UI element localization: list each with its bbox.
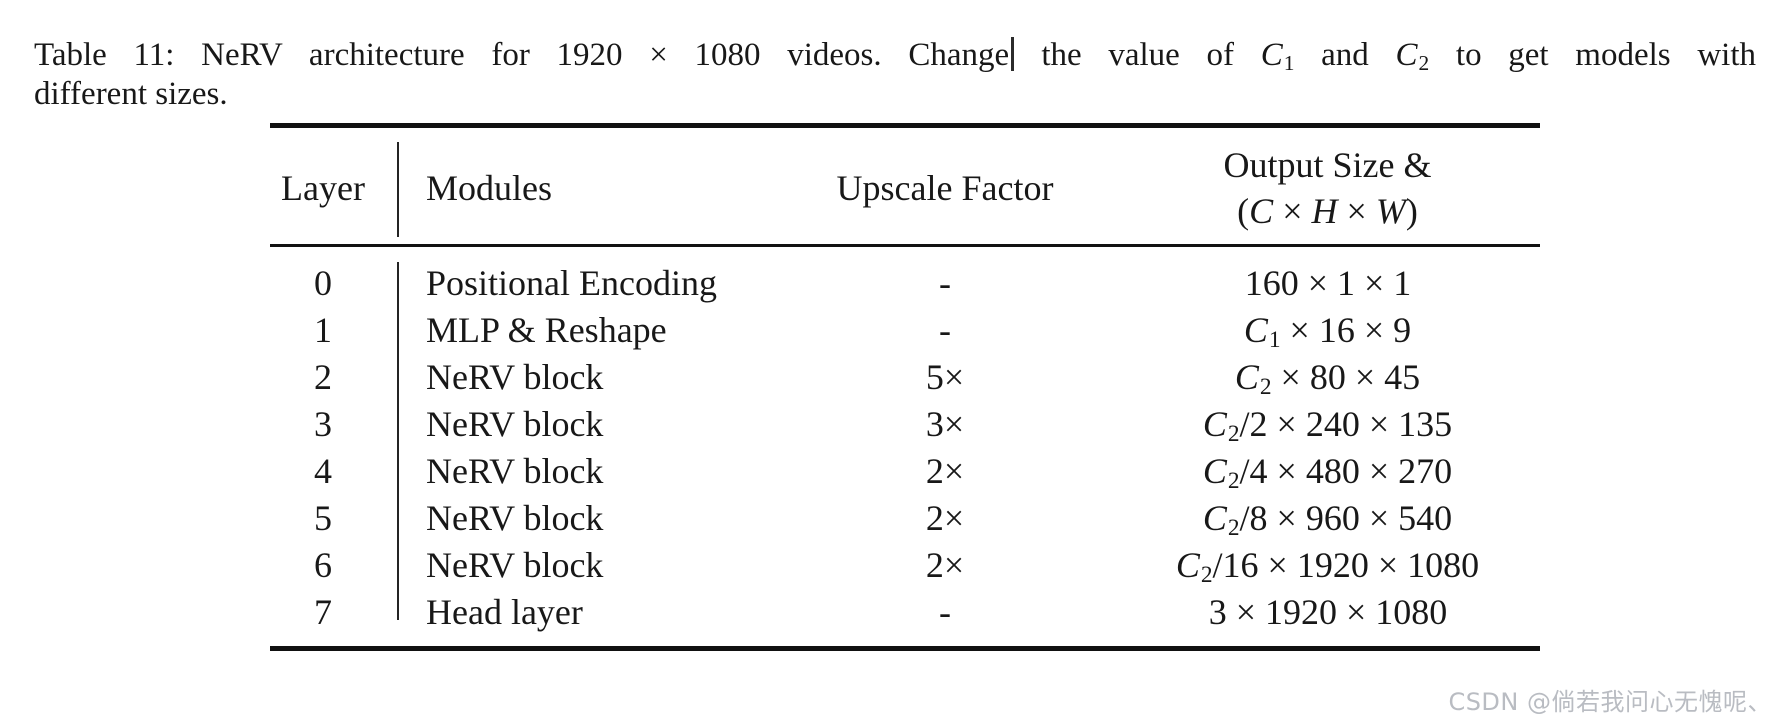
cell-layer: 5: [314, 497, 332, 538]
cell-layer: 3: [314, 403, 332, 444]
cell-module: NeRV block: [426, 403, 604, 444]
header-modules: Modules: [426, 168, 552, 208]
cell-upscale: 2×: [925, 450, 965, 491]
cell-layer: 2: [314, 356, 332, 397]
table-row: 6 NeRV block 2× C2/16 × 1920 × 1080: [270, 541, 1540, 588]
column-divider-header: [397, 142, 399, 237]
table-row: 0 Positional Encoding - 160 × 1 × 1: [270, 259, 1540, 306]
header-output-line1: Output Size &: [1223, 145, 1432, 185]
cell-layer: 4: [314, 450, 332, 491]
csdn-watermark: CSDN @倘若我问心无愧呢、: [1448, 688, 1772, 716]
cell-module: NeRV block: [426, 544, 604, 585]
table-row: 4 NeRV block 2× C2/4 × 480 × 270: [270, 447, 1540, 494]
column-divider-body: [397, 262, 399, 620]
cell-output: 3 × 1920 × 1080: [1208, 591, 1448, 632]
cell-output: C1 × 16 × 9: [1243, 309, 1412, 353]
cell-upscale: 2×: [925, 497, 965, 538]
table-header-row: Layer Modules Upscale Factor Output Size…: [270, 132, 1540, 244]
cell-layer: 7: [314, 591, 332, 632]
header-output-size: Output Size & (C × H × W): [1145, 142, 1540, 234]
cell-output: C2/8 × 960 × 540: [1202, 497, 1453, 541]
cell-output: 160 × 1 × 1: [1244, 262, 1412, 303]
caption-text-4: to get models with: [1429, 37, 1756, 73]
cell-layer: 6: [314, 544, 332, 585]
table-caption: Table 11: NeRV architecture for 1920 × 1…: [34, 36, 1756, 114]
table-top-rule: [270, 123, 1540, 128]
nerv-architecture-table: Layer Modules Upscale Factor Output Size…: [270, 123, 1540, 663]
cell-layer: 0: [314, 262, 332, 303]
cell-output: C2/2 × 240 × 135: [1202, 403, 1453, 447]
cell-module: Positional Encoding: [426, 262, 717, 303]
math-c2: C2: [1395, 37, 1430, 75]
table-body: 0 Positional Encoding - 160 × 1 × 1 1 ML…: [270, 247, 1540, 635]
cell-upscale: -: [939, 591, 951, 632]
header-layer: Layer: [281, 168, 365, 208]
math-c1: C1: [1260, 37, 1295, 75]
cell-module: NeRV block: [426, 356, 604, 397]
cell-upscale: -: [939, 309, 951, 350]
header-output-line2: (C × H × W): [1237, 191, 1418, 231]
caption-line-2: different sizes.: [34, 76, 228, 112]
cell-module: NeRV block: [426, 450, 604, 491]
cell-module: Head layer: [426, 591, 583, 632]
cell-upscale: 2×: [925, 544, 965, 585]
header-upscale: Upscale Factor: [836, 168, 1054, 208]
caption-text-2: the value of: [1014, 37, 1261, 73]
caption-line-1: Table 11: NeRV architecture for 1920 × 1…: [34, 36, 1756, 75]
cell-module: NeRV block: [426, 497, 604, 538]
cell-output: C2 × 80 × 45: [1234, 356, 1421, 400]
cell-layer: 1: [314, 309, 332, 350]
table-row: 1 MLP & Reshape - C1 × 16 × 9: [270, 306, 1540, 353]
cell-output: C2/16 × 1920 × 1080: [1175, 544, 1480, 588]
table-row: 5 NeRV block 2× C2/8 × 960 × 540: [270, 494, 1540, 541]
cell-upscale: 3×: [925, 403, 965, 444]
table-header-rule: [270, 244, 1540, 247]
cell-upscale: -: [939, 262, 951, 303]
cell-module: MLP & Reshape: [426, 309, 667, 350]
cell-upscale: 5×: [925, 356, 965, 397]
table-row: 2 NeRV block 5× C2 × 80 × 45: [270, 353, 1540, 400]
table-row: 7 Head layer - 3 × 1920 × 1080: [270, 588, 1540, 635]
caption-text-3: and: [1294, 37, 1396, 73]
text-cursor: [1011, 37, 1014, 71]
table-bottom-rule: [270, 646, 1540, 651]
table-row: 3 NeRV block 3× C2/2 × 240 × 135: [270, 400, 1540, 447]
cell-output: C2/4 × 480 × 270: [1202, 450, 1453, 494]
caption-text-1: Table 11: NeRV architecture for 1920 × 1…: [34, 37, 1010, 73]
